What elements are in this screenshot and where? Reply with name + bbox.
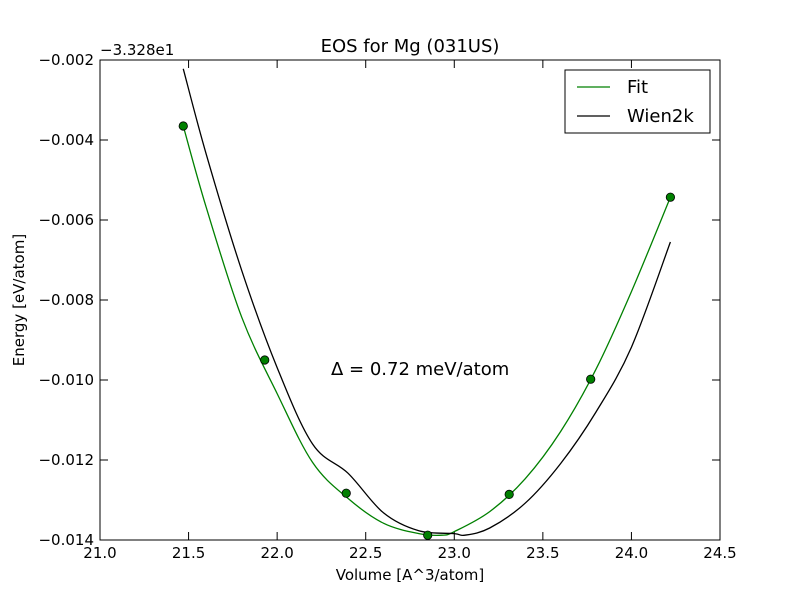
- y-axis-label: Energy [eV/atom]: [10, 234, 28, 366]
- delta-annotation: Δ = 0.72 meV/atom: [331, 359, 509, 380]
- y-tick-label: −0.012: [38, 451, 94, 469]
- series-layer: [178, 68, 676, 540]
- data-point: [423, 530, 433, 540]
- x-tick-label: 22.0: [260, 544, 293, 562]
- y-offset-label: −3.328e1: [100, 41, 174, 59]
- x-tick-label: 24.0: [615, 544, 648, 562]
- y-tick-label: −0.014: [38, 531, 94, 549]
- legend-wien2k-label: Wien2k: [627, 106, 694, 127]
- x-axis-ticks: 21.0 21.5 22.0 22.5 23.0 23.5 24.0 24.5: [83, 60, 737, 562]
- series-line-wien2k: [182, 68, 672, 537]
- legend-fit-label: Fit: [627, 77, 648, 98]
- x-tick-label: 21.5: [172, 544, 205, 562]
- y-axis-ticks: −0.002 −0.004 −0.006 −0.008 −0.010 −0.012 −0.0…: [38, 51, 720, 549]
- x-tick-label: 23.0: [438, 544, 471, 562]
- x-tick-label: 22.5: [349, 544, 382, 562]
- y-tick-label: −0.004: [38, 131, 94, 149]
- x-tick-label: 23.5: [526, 544, 559, 562]
- y-tick-label: −0.002: [38, 51, 94, 69]
- data-point: [341, 488, 351, 498]
- data-point: [260, 355, 270, 365]
- plot-area-background: [100, 60, 720, 540]
- data-point: [586, 374, 596, 384]
- data-point: [178, 121, 188, 131]
- chart-title: EOS for Mg (031US): [321, 36, 500, 57]
- y-tick-label: −0.008: [38, 291, 94, 309]
- y-tick-label: −0.010: [38, 371, 94, 389]
- data-point: [504, 489, 514, 499]
- x-tick-label: 21.0: [83, 544, 116, 562]
- legend: Fit Wien2k: [564, 69, 711, 134]
- x-tick-label: 24.5: [703, 544, 736, 562]
- y-tick-label: −0.006: [38, 211, 94, 229]
- x-axis-label: Volume [A^3/atom]: [336, 566, 485, 584]
- legend-frame: [564, 69, 711, 134]
- data-point: [665, 192, 676, 202]
